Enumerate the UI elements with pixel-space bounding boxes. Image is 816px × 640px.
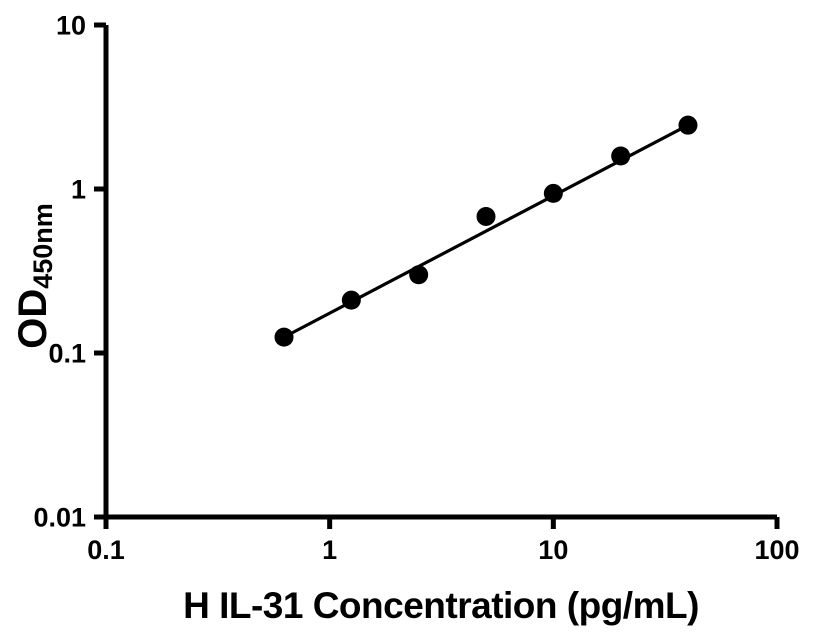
data-point (409, 265, 429, 285)
x-tick-label: 1 (322, 535, 337, 565)
y-tick-label: 1 (71, 175, 86, 205)
data-point (543, 183, 563, 203)
x-tick-label: 100 (754, 535, 799, 565)
data-points-group (274, 115, 698, 347)
y-axis-title-subscript: 450nm (28, 203, 58, 289)
axis-spines (103, 25, 777, 520)
y-axis-title-main: OD (11, 289, 55, 349)
y-tick-label: 10 (56, 11, 86, 41)
y-tick-label: 0.01 (33, 503, 86, 533)
x-tick-label: 0.1 (87, 535, 125, 565)
data-point (476, 206, 496, 226)
y-tick-label: 0.1 (48, 339, 86, 369)
data-point (341, 290, 361, 310)
data-point (274, 327, 294, 347)
x-axis-title: H IL-31 Concentration (pg/mL) (183, 585, 699, 626)
x-axis-ticks: 0.1 1 10 100 (87, 517, 800, 565)
x-tick-label: 10 (538, 535, 568, 565)
data-point (611, 146, 631, 166)
y-axis-ticks: 0.01 0.1 1 10 (33, 11, 106, 533)
y-axis-title: OD450nm (11, 203, 58, 349)
data-point (678, 115, 698, 135)
